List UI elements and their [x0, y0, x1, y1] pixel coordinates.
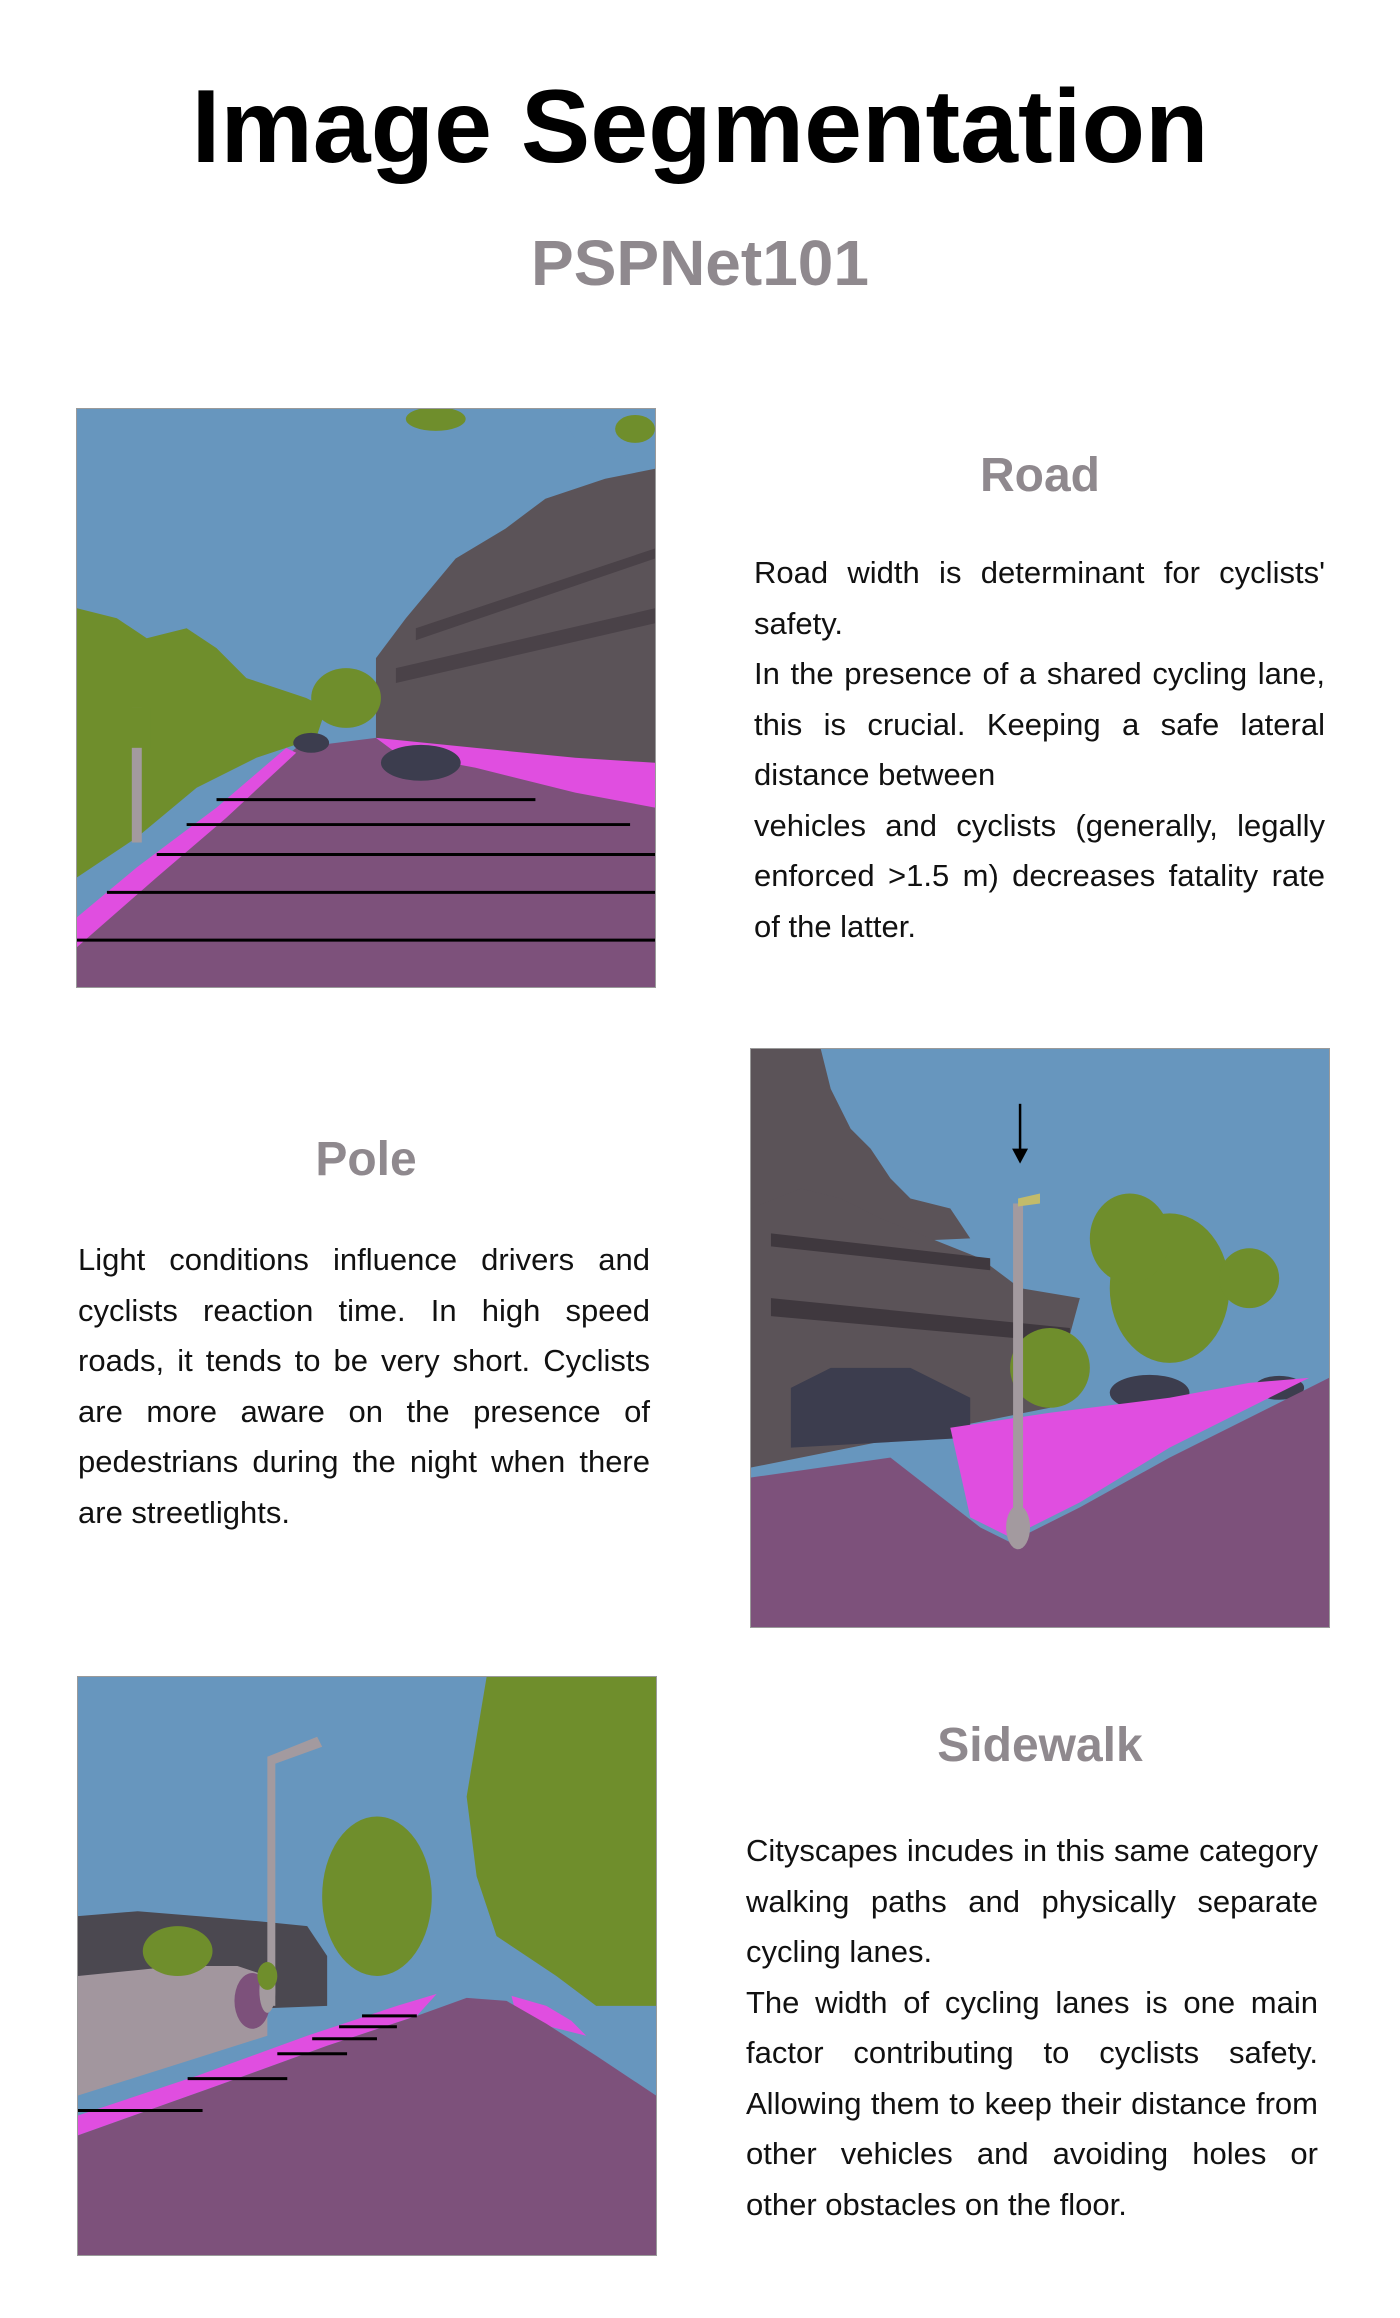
page-subtitle: PSPNet101 [531, 227, 869, 299]
pole-paragraph-1: Light conditions influence drivers and c… [78, 1242, 650, 1530]
road-description: Road width is determinant for cyclists' … [754, 548, 1325, 952]
sidewalk-paragraph-1: Cityscapes incudes in this same category… [746, 1833, 1318, 1969]
road-paragraph-3: vehicles and cyclists (generally, legall… [754, 807, 1325, 944]
pole-segmentation-image [750, 1048, 1330, 1628]
pole-description: Light conditions influence drivers and c… [78, 1235, 650, 1538]
sidewalk-segmentation-image [77, 1676, 657, 2256]
sidewalk-heading: Sidewalk [937, 1719, 1143, 1772]
pole-heading: Pole [315, 1133, 417, 1186]
road-segmentation-image [76, 408, 656, 988]
sidewalk-description: Cityscapes incudes in this same category… [746, 1826, 1318, 2230]
road-paragraph-2: In the presence of a shared cycling lane… [754, 656, 1325, 792]
sidewalk-paragraph-2: The width of cycling lanes is one main f… [746, 1984, 1318, 2222]
page-title: Image Segmentation [191, 69, 1209, 185]
road-paragraph-1: Road width is determinant for cyclists' … [754, 555, 1325, 641]
road-heading: Road [980, 449, 1100, 502]
